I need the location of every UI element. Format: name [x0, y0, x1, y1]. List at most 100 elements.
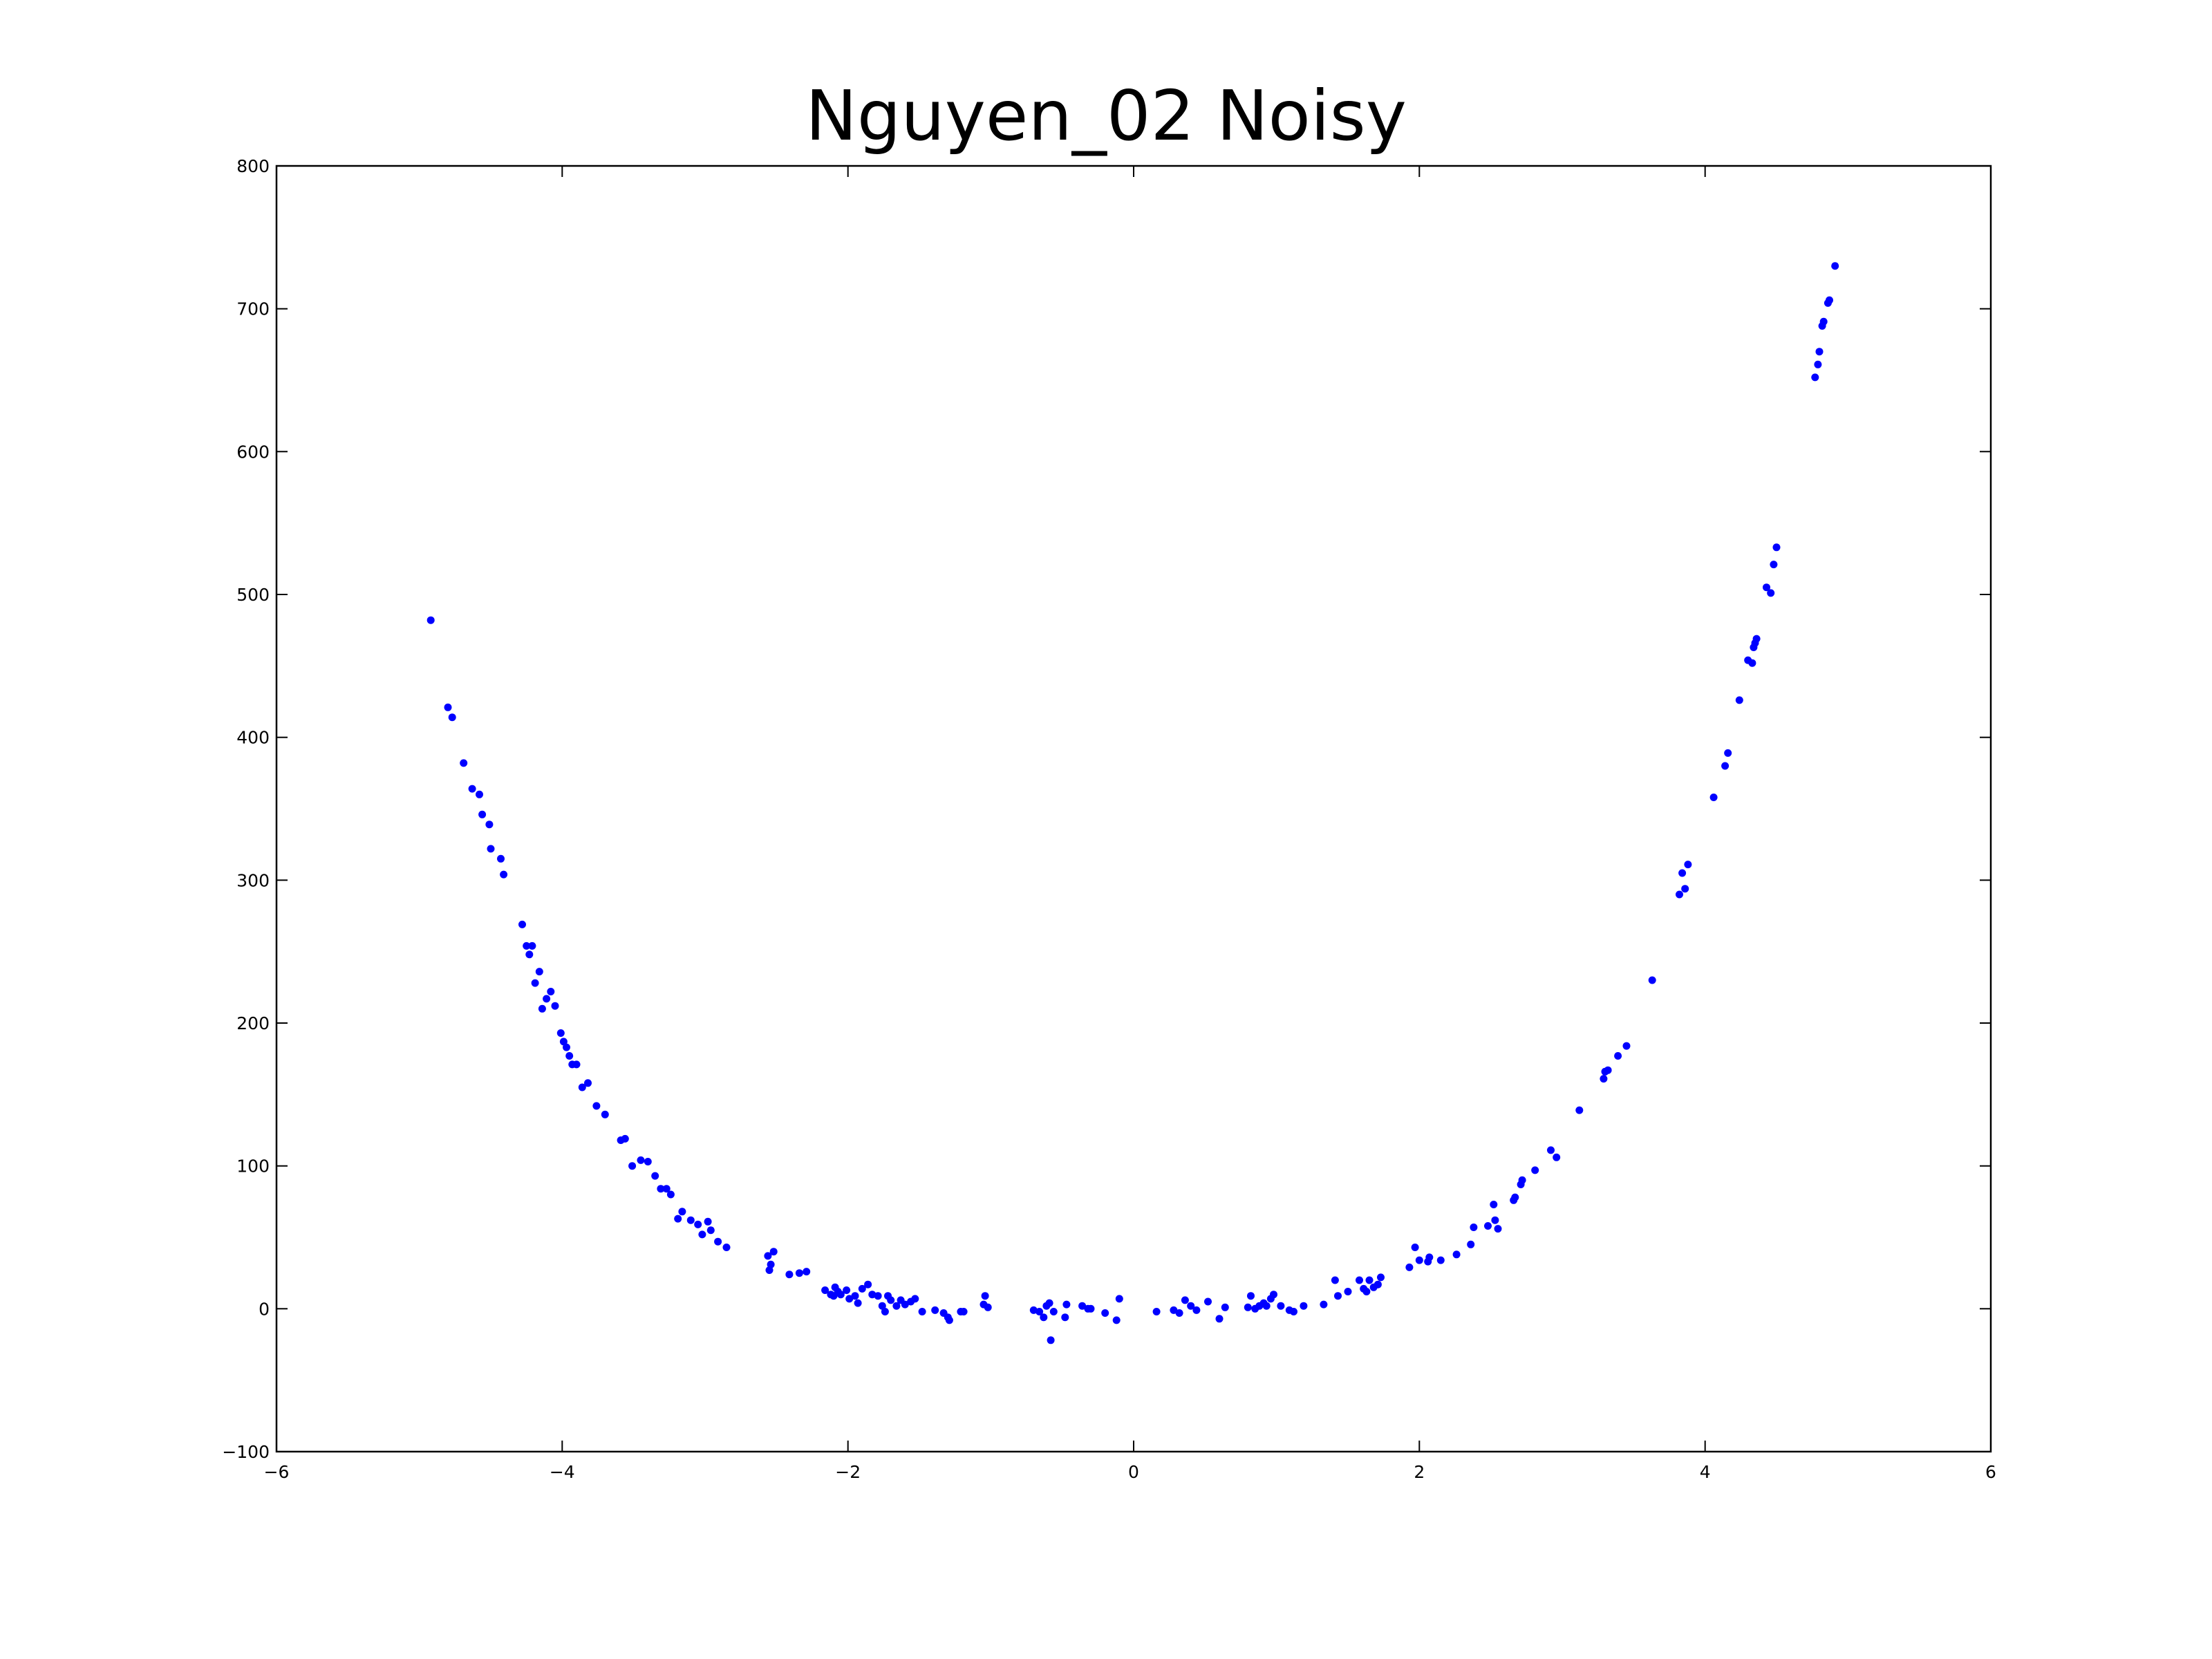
data-point: [1101, 1309, 1109, 1317]
data-point: [1115, 1295, 1123, 1303]
data-point: [674, 1215, 682, 1223]
data-point: [1600, 1075, 1608, 1083]
data-point: [1181, 1296, 1189, 1304]
data-point: [1678, 869, 1687, 877]
data-point: [565, 1052, 574, 1060]
x-tick-label: 4: [1700, 1462, 1711, 1482]
data-point: [836, 1291, 845, 1299]
data-point: [918, 1308, 926, 1315]
data-point: [1490, 1201, 1498, 1208]
data-point: [1484, 1222, 1492, 1230]
data-point: [845, 1295, 854, 1303]
data-point: [892, 1302, 901, 1310]
data-point: [1320, 1300, 1328, 1309]
data-point: [858, 1284, 866, 1293]
data-point: [497, 854, 505, 863]
data-point: [551, 1002, 559, 1010]
data-point: [1365, 1276, 1374, 1284]
data-point: [1362, 1288, 1371, 1295]
data-point: [864, 1280, 872, 1288]
data-point: [584, 1079, 592, 1087]
data-point: [621, 1134, 629, 1143]
y-tick-label: 600: [236, 442, 270, 462]
data-point: [1061, 1313, 1069, 1322]
data-point: [1826, 296, 1833, 304]
data-point: [1374, 1280, 1382, 1288]
data-point: [448, 713, 456, 722]
data-point: [556, 1029, 565, 1037]
x-tick-label: 6: [1985, 1462, 1996, 1482]
data-point: [1262, 1302, 1271, 1310]
x-tick-label: −4: [550, 1462, 575, 1482]
data-point: [911, 1295, 919, 1303]
data-point: [803, 1268, 811, 1276]
data-point: [1221, 1303, 1229, 1311]
data-point: [1709, 794, 1718, 801]
data-point: [1831, 262, 1839, 270]
data-point: [1622, 1042, 1631, 1050]
data-point: [1334, 1292, 1342, 1300]
y-tick-label: 300: [236, 870, 270, 890]
data-point: [1752, 635, 1761, 643]
data-point: [1604, 1066, 1612, 1074]
data-point: [1721, 762, 1730, 770]
data-point: [686, 1216, 695, 1224]
data-point: [1047, 1336, 1055, 1344]
data-point: [769, 1248, 778, 1256]
data-point: [678, 1208, 686, 1216]
data-point: [572, 1060, 581, 1069]
x-tick-label: 2: [1414, 1462, 1425, 1482]
data-point: [525, 950, 534, 959]
y-tick-label: 800: [236, 156, 270, 176]
data-point: [785, 1271, 794, 1279]
data-point: [1553, 1153, 1561, 1161]
data-point: [1575, 1106, 1584, 1114]
x-tick-label: 0: [1128, 1462, 1139, 1482]
data-point: [1767, 589, 1775, 597]
data-point: [528, 941, 536, 950]
data-point: [1049, 1308, 1058, 1315]
y-tick-label: 400: [236, 728, 270, 748]
data-point: [1175, 1309, 1183, 1317]
data-point: [764, 1252, 772, 1260]
data-point: [1377, 1273, 1385, 1282]
data-point: [468, 785, 476, 793]
data-point: [1676, 890, 1683, 899]
data-point: [887, 1296, 895, 1304]
data-point: [821, 1286, 830, 1294]
data-point: [1470, 1224, 1478, 1231]
data-point: [959, 1308, 968, 1315]
data-point: [1204, 1297, 1212, 1306]
data-point: [694, 1220, 702, 1228]
data-point: [1029, 1306, 1038, 1314]
data-point: [637, 1156, 645, 1164]
data-point: [1735, 696, 1743, 704]
data-point: [1518, 1176, 1526, 1184]
y-axis-tick-labels: −100 0 100 200 300 400 500 600 700 800: [222, 156, 270, 1462]
data-point: [1815, 348, 1824, 356]
data-point: [1244, 1303, 1252, 1311]
data-point: [628, 1162, 637, 1170]
data-point: [592, 1102, 601, 1110]
data-point: [931, 1306, 939, 1314]
data-point: [1614, 1052, 1622, 1060]
data-point: [1040, 1313, 1048, 1322]
data-point: [722, 1244, 731, 1251]
data-point: [578, 1083, 586, 1091]
y-tick-label: 500: [236, 585, 270, 605]
data-point: [1192, 1306, 1201, 1314]
data-point: [1511, 1193, 1519, 1201]
data-point: [666, 1190, 675, 1199]
data-point: [1112, 1316, 1121, 1324]
data-point: [1748, 659, 1756, 667]
data-point: [1467, 1240, 1475, 1248]
data-point: [444, 703, 452, 711]
data-point: [1270, 1291, 1277, 1299]
data-point: [1411, 1244, 1419, 1251]
data-point: [881, 1308, 889, 1315]
data-point: [767, 1260, 775, 1268]
data-point: [427, 616, 435, 624]
data-point: [984, 1303, 992, 1311]
data-point: [1331, 1276, 1339, 1284]
